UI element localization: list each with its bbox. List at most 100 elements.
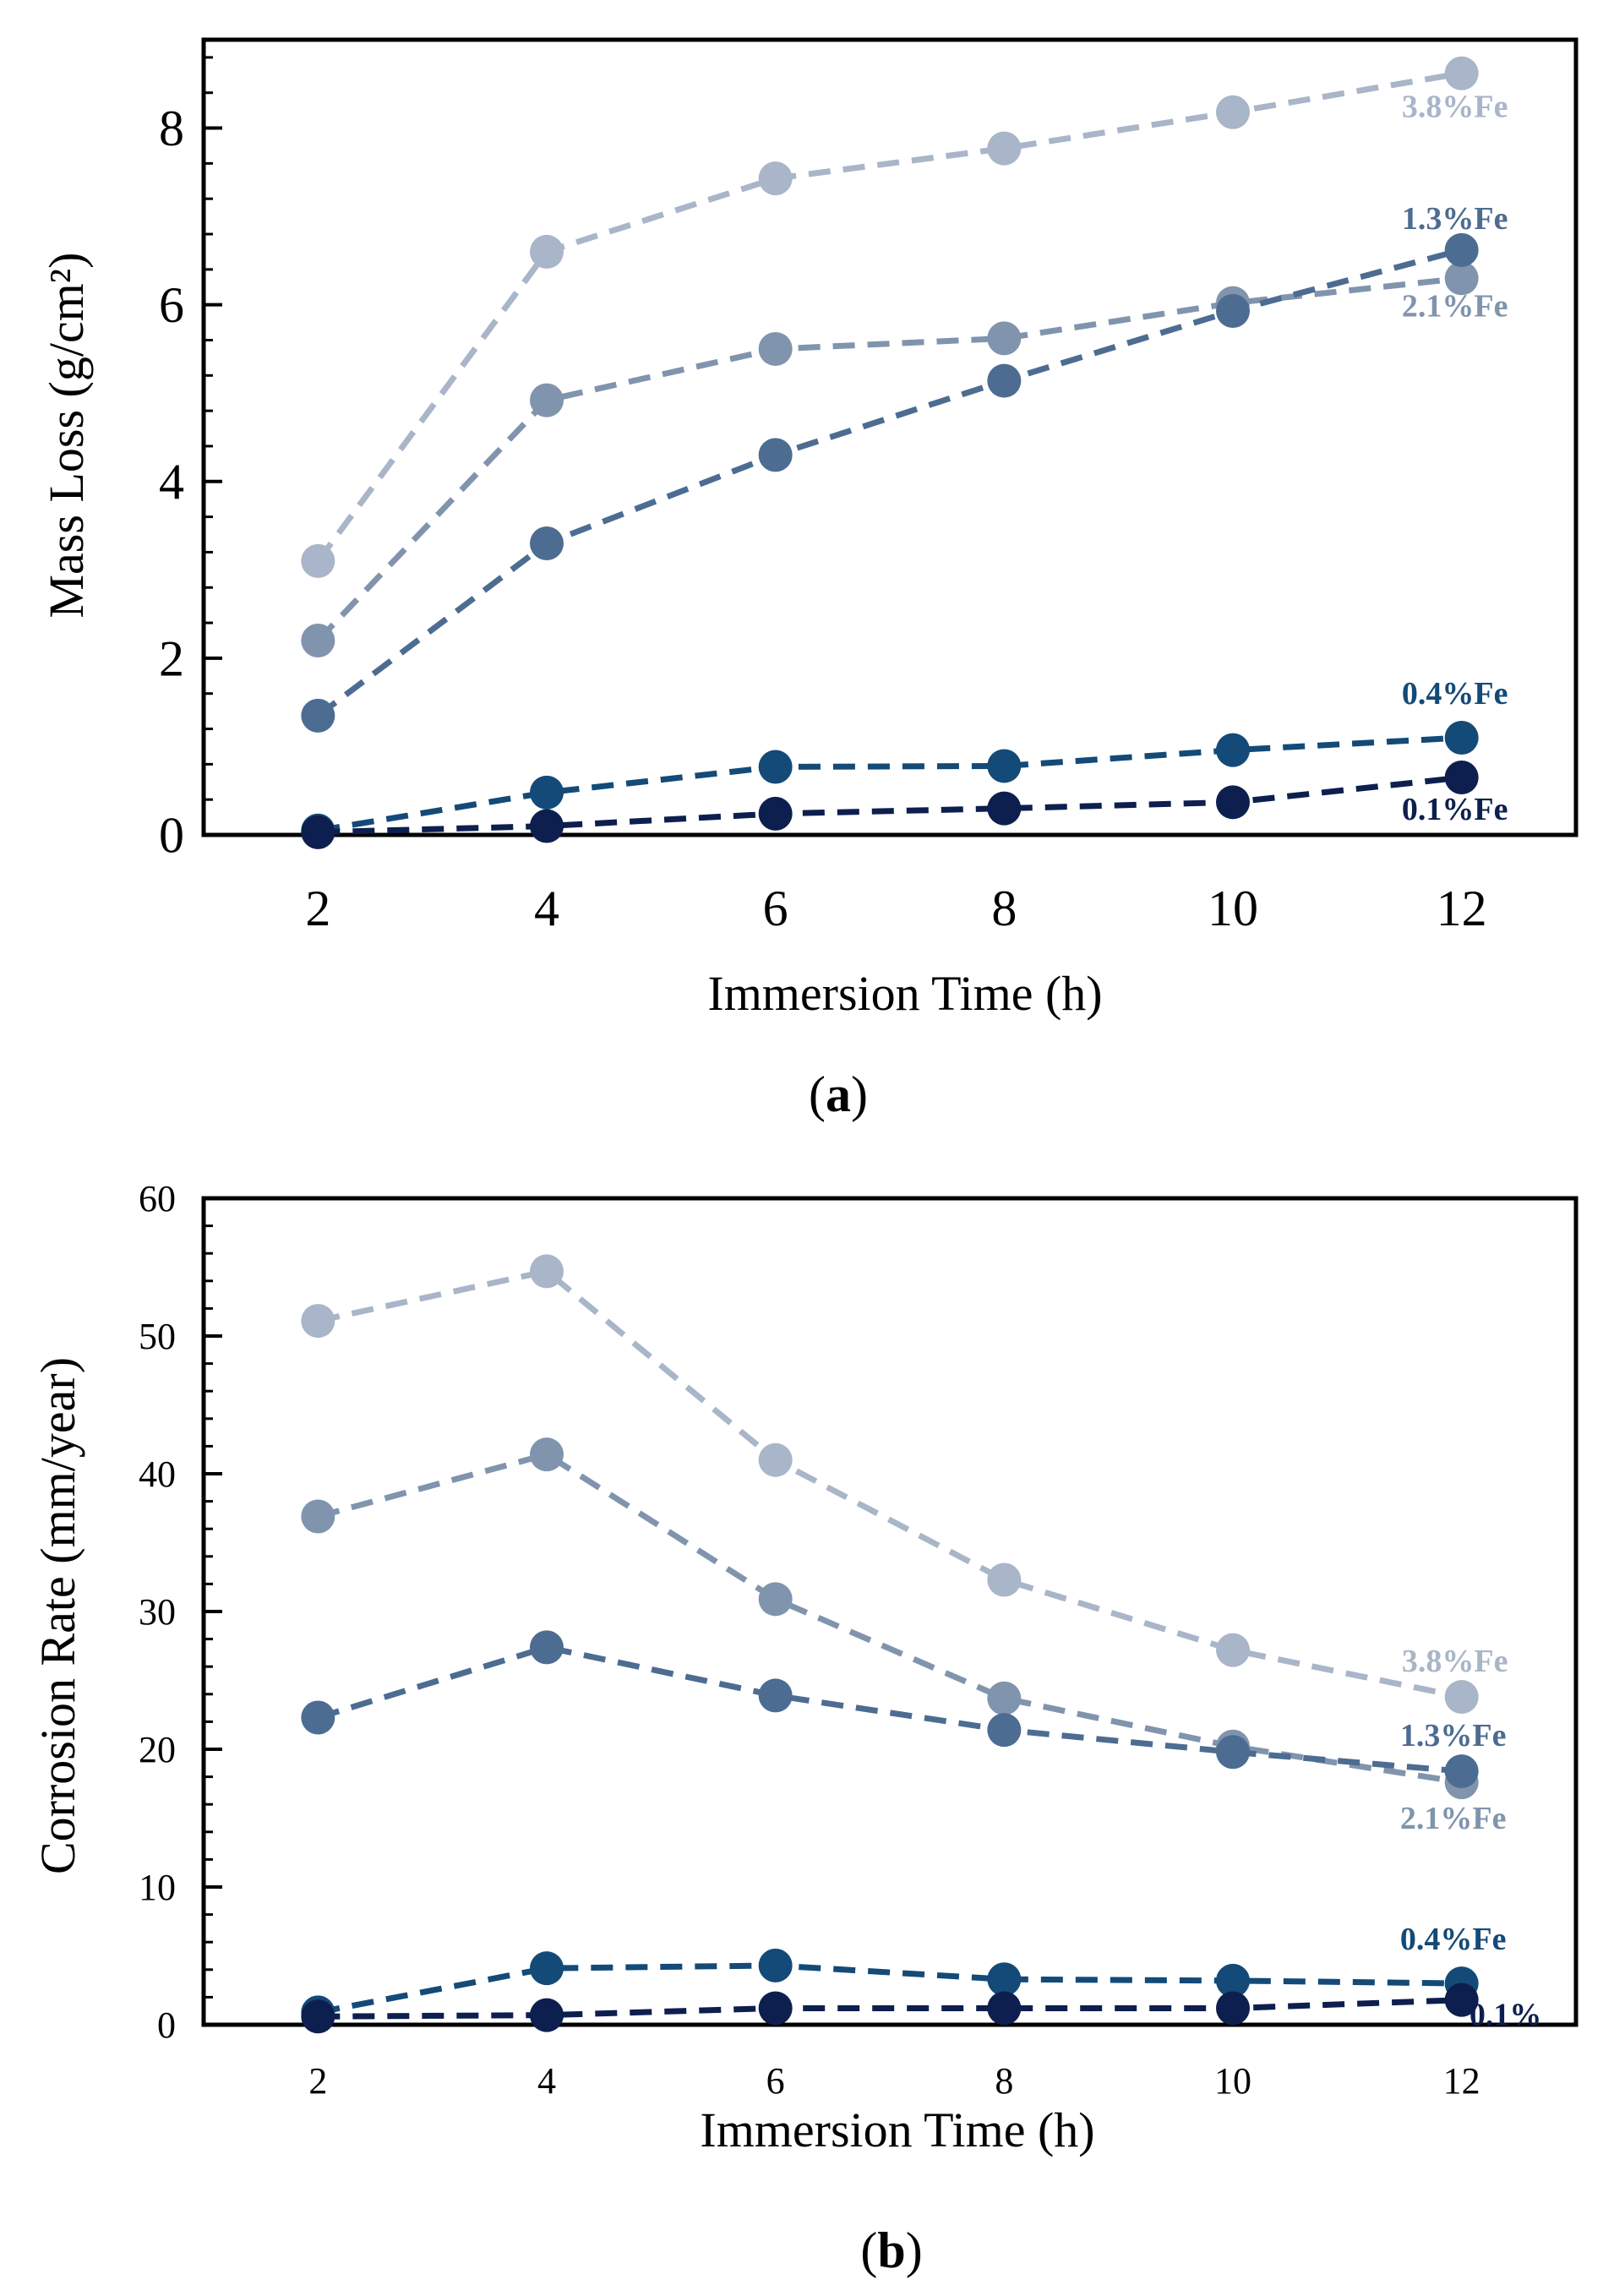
panel-caption-b: (b) <box>860 2222 922 2278</box>
data-point <box>1216 1991 1250 2026</box>
data-point <box>758 331 793 366</box>
data-point <box>530 775 564 810</box>
series-0-1-fe: 0.1%Fe <box>301 761 1508 849</box>
data-point <box>1444 1680 1479 1715</box>
y-tick-label: 30 <box>139 1591 176 1633</box>
x-tick-label: 8 <box>995 2060 1013 2102</box>
y-ticks-b: 0 10 20 30 40 50 60 <box>139 1178 222 2046</box>
x-tick-label: 6 <box>763 881 788 936</box>
data-point <box>1216 95 1250 129</box>
data-point <box>1444 720 1479 755</box>
y-tick-label: 20 <box>139 1729 176 1770</box>
data-point <box>758 1678 793 1713</box>
y-tick-label: 6 <box>159 277 184 333</box>
series-label: 0.4%Fe <box>1400 1922 1507 1957</box>
data-point <box>1444 56 1479 90</box>
data-point <box>530 383 564 417</box>
series-label: 0.1% <box>1470 1998 1542 2033</box>
x-tick-label: 2 <box>308 2060 327 2102</box>
data-point <box>301 623 335 657</box>
data-point <box>987 1562 1022 1597</box>
data-point <box>301 1499 335 1534</box>
x-tick-label: 10 <box>1214 2060 1251 2102</box>
series-label: 0.1%Fe <box>1402 792 1508 827</box>
data-point <box>758 750 793 784</box>
plot-frame-a <box>201 37 1579 837</box>
data-point <box>530 1437 564 1472</box>
data-point <box>530 1254 564 1289</box>
series-line <box>318 774 1463 836</box>
data-point <box>758 1948 793 1982</box>
series-3-8-fe: 3.8%Fe <box>301 56 1508 578</box>
series-3-8-fe: 3.8%Fe <box>301 1254 1508 1715</box>
x-axis-title-a: Immersion Time (h) <box>707 966 1102 1021</box>
panel-caption-a: (a) <box>809 1066 868 1122</box>
data-point <box>758 1442 793 1477</box>
data-point <box>758 1991 793 2026</box>
data-point <box>1444 1982 1479 2017</box>
y-tick-label: 4 <box>159 454 184 510</box>
x-tick-label: 8 <box>991 881 1017 936</box>
series-label: 0.4%Fe <box>1402 676 1508 712</box>
x-tick-label: 6 <box>766 2060 785 2102</box>
series-line <box>317 1268 1463 1700</box>
series-label: 1.3%Fe <box>1400 1718 1507 1753</box>
series-0-4-fe: 0.4%Fe <box>301 1922 1507 2030</box>
series-1-3-fe: 1.3%Fe <box>301 1630 1507 1789</box>
data-point <box>1444 261 1479 296</box>
x-tick-label: 4 <box>534 881 559 936</box>
series-line <box>315 70 1463 563</box>
data-point <box>530 1998 564 2032</box>
data-point <box>530 809 564 843</box>
series-label: 2.1%Fe <box>1400 1801 1507 1836</box>
data-point <box>301 1999 335 2034</box>
series-label: 1.3%Fe <box>1402 201 1508 237</box>
data-point <box>987 363 1022 398</box>
series-0-4-fe: 0.4%Fe <box>301 676 1508 848</box>
data-point <box>301 1304 335 1339</box>
x-tick-label: 4 <box>537 2060 556 2102</box>
series-label: 3.8%Fe <box>1402 90 1508 125</box>
data-point <box>987 131 1022 166</box>
y-axis-title-b: Corrosion Rate (mm/year) <box>30 1357 85 1874</box>
data-point <box>530 234 564 269</box>
x-tick-label: 12 <box>1437 881 1487 936</box>
data-point <box>1444 1754 1479 1789</box>
series-1-3-fe: 1.3%Fe <box>301 201 1508 733</box>
data-point <box>301 815 335 849</box>
data-point <box>1216 733 1250 767</box>
y-tick-label: 2 <box>159 630 184 686</box>
plot-frame-b <box>201 1196 1579 2027</box>
y-ticks-a: 0 2 4 6 8 <box>159 56 222 863</box>
series-line <box>317 1644 1462 1775</box>
data-point <box>987 791 1022 826</box>
series-label: 3.8%Fe <box>1402 1644 1508 1679</box>
data-point <box>758 796 793 831</box>
y-tick-label: 0 <box>159 807 184 863</box>
x-tick-label: 10 <box>1208 881 1258 936</box>
data-point <box>987 749 1022 783</box>
data-point <box>758 1582 793 1617</box>
data-point <box>758 161 793 196</box>
y-tick-label: 40 <box>139 1453 176 1495</box>
series-0-1-: 0.1% <box>301 1982 1542 2034</box>
data-point <box>301 1700 335 1735</box>
data-point <box>530 1630 564 1665</box>
data-point <box>1216 1963 1250 1998</box>
data-point <box>1216 293 1250 328</box>
data-point <box>530 526 564 560</box>
y-axis-title-a: Mass Loss (g/cm²) <box>39 252 94 618</box>
series-line <box>317 1962 1462 2015</box>
y-tick-label: 0 <box>157 2004 176 2046</box>
series-2-1-fe: 2.1%Fe <box>301 1437 1506 1836</box>
series-group-a: 3.8%Fe 2.1%Fe 1.3%Fe 0.4%Fe 0.1%Fe <box>301 56 1508 849</box>
series-group-b: 3.8%Fe 2.1%Fe 1.3%Fe 0.4%Fe 0.1% <box>301 1254 1542 2034</box>
data-point <box>758 438 793 472</box>
y-tick-label: 10 <box>139 1867 176 1908</box>
data-point <box>301 543 335 578</box>
data-point <box>987 1681 1022 1715</box>
series-line <box>317 734 1462 834</box>
data-point <box>1216 1735 1250 1770</box>
data-point <box>987 321 1022 356</box>
y-tick-label: 50 <box>139 1316 176 1357</box>
